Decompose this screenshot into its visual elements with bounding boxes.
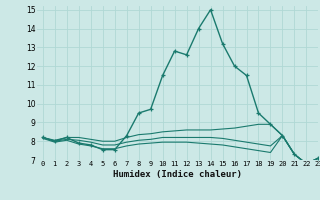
X-axis label: Humidex (Indice chaleur): Humidex (Indice chaleur): [113, 170, 242, 179]
